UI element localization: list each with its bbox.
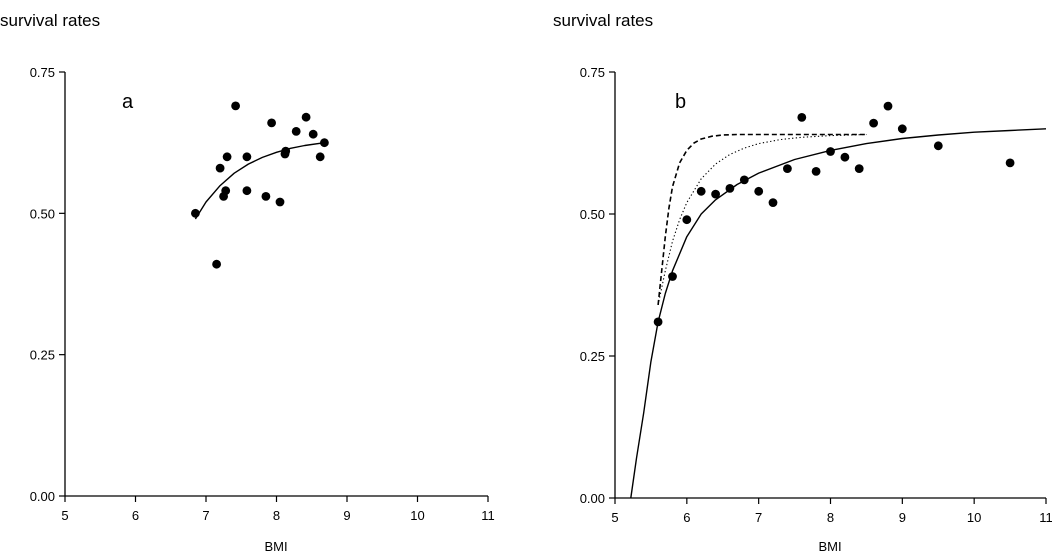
panel-b-y-tick-label: 0.75	[580, 65, 605, 80]
panel-a-data-point	[275, 197, 285, 207]
panel-a-x-axis-label: BMI	[264, 539, 287, 554]
panel-b-data-point	[933, 141, 943, 151]
panel-b-fit-curve-dashed	[657, 133, 867, 305]
panel-a-data-point	[242, 186, 252, 196]
panel-b-x-tick-label: 6	[683, 510, 690, 525]
panel-a-x-tick-label: 9	[343, 508, 350, 523]
panel-a-x-tick-label: 8	[273, 508, 280, 523]
panel-b-data-point	[783, 164, 792, 174]
panel-a-x-tick-label: 10	[410, 508, 424, 523]
panel-b-data-point	[739, 175, 749, 185]
panel-b-data-point	[768, 198, 778, 208]
panel-a-data-point	[281, 146, 291, 156]
panel-b-label: b	[675, 91, 686, 113]
panel-b-x-tick-label: 9	[899, 510, 906, 525]
panel-b-points	[653, 101, 1015, 327]
panel-b-x-ticks: 5 6 7 8 9 10 11	[611, 498, 1052, 525]
panel-b-data-point	[826, 147, 835, 156]
panel-a-x-tick-label: 5	[61, 508, 68, 523]
panel-b-data-point	[682, 215, 692, 225]
panel-b-y-tick-label: 0.25	[580, 349, 605, 364]
panel-b-y-tick-label: 0.00	[580, 491, 605, 506]
panel-b-curves	[630, 128, 1047, 499]
panel-b-fit-curve-solid	[630, 128, 1047, 499]
panel-b-data-point	[854, 164, 864, 174]
panel-b-y-ticks: 0.00 0.25 0.50 0.75	[580, 65, 615, 506]
panel-a-x-ticks: 5 6 7 8 9 10 11	[61, 496, 495, 523]
panel-b-data-point	[869, 118, 878, 128]
panel-b-data-point	[840, 152, 850, 162]
panel-a-y-tick-label: 0.00	[30, 489, 55, 504]
panel-a-y-tick-label: 0.75	[30, 65, 55, 80]
panel-a-data-point	[221, 186, 231, 196]
panel-a-data-point	[291, 126, 301, 136]
panel-a-data-point	[242, 152, 252, 162]
panel-b-data-point	[811, 167, 821, 176]
panel-a-data-point	[320, 138, 329, 148]
panel-b-y-tick-label: 0.50	[580, 207, 605, 222]
panel-a-data-point	[301, 112, 311, 122]
panel-b-x-axis-label: BMI	[818, 539, 841, 554]
panel-a-data-point	[315, 152, 325, 162]
panel-b-data-point	[883, 101, 893, 111]
panel-a-data-point	[222, 152, 232, 162]
panel-a-y-tick-label: 0.50	[30, 206, 55, 221]
panel-b: survival rates b 0.00 0.25 0.50 0.75 5 6 7 8 9 1…	[553, 11, 1052, 554]
panel-a-fit-curve-solid	[194, 142, 325, 220]
panel-b-data-point	[725, 184, 735, 193]
panel-b-fit-curve-dotted	[657, 133, 867, 306]
panel-a-data-point	[231, 101, 241, 111]
panel-a-data-point	[212, 259, 222, 269]
panel-a-y-tick-label: 0.25	[30, 348, 55, 363]
panel-b-data-point	[653, 317, 663, 327]
panel-a-data-point	[308, 129, 318, 139]
panel-a-data-point	[267, 118, 276, 128]
panel-b-data-point	[1005, 158, 1015, 168]
panel-a-data-point	[215, 163, 225, 173]
panel-a: survival rates a 0.00 0.25 0.50 0.75 5 6 7 8 9 1…	[0, 11, 495, 554]
panel-a-points	[191, 101, 329, 269]
panel-b-data-point	[797, 113, 807, 122]
panel-a-x-tick-label: 11	[481, 508, 495, 523]
panel-b-data-point	[711, 189, 720, 199]
panel-b-x-tick-label: 8	[827, 510, 834, 525]
panel-a-x-tick-label: 7	[202, 508, 209, 523]
panel-b-x-tick-label: 7	[755, 510, 762, 525]
panel-b-x-tick-label: 10	[967, 510, 981, 525]
panel-b-data-point	[754, 186, 764, 196]
panel-a-y-axis-label: survival rates	[0, 11, 100, 30]
panel-a-curves	[194, 142, 325, 220]
panel-b-y-axis-label: survival rates	[553, 11, 653, 30]
panel-a-y-ticks: 0.00 0.25 0.50 0.75	[30, 65, 65, 504]
panel-b-data-point	[897, 124, 907, 134]
panel-b-data-point	[696, 186, 706, 196]
panel-b-x-tick-label: 11	[1039, 510, 1052, 525]
panel-a-x-tick-label: 6	[132, 508, 139, 523]
panel-b-x-tick-label: 5	[611, 510, 618, 525]
panel-a-data-point	[191, 208, 200, 218]
panel-a-data-point	[261, 192, 271, 201]
panel-b-data-point	[668, 272, 677, 281]
panel-a-label: a	[122, 91, 134, 113]
